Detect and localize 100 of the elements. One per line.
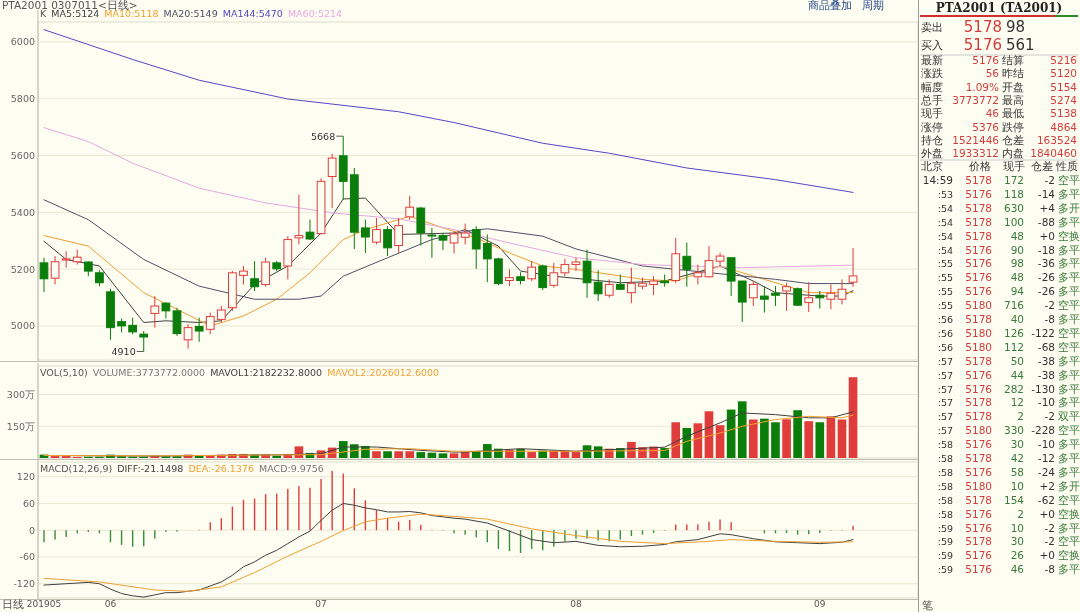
text: -228 <box>1031 424 1055 437</box>
text: 5176 <box>965 285 993 298</box>
chart-title: MACD(12,26,9) <box>40 463 113 474</box>
text: :59 <box>937 536 953 548</box>
text: PTA2001 0307011<日线> <box>2 0 138 11</box>
text: 空平 <box>1058 174 1080 186</box>
text: 90 <box>1010 243 1024 256</box>
text: :57 <box>937 425 953 437</box>
text: 仓差 <box>1002 133 1024 146</box>
text: 40 <box>1010 313 1024 325</box>
text: 多平 <box>1058 187 1080 200</box>
text: 5178 <box>965 396 992 409</box>
x-tick-label: 06 <box>104 599 117 609</box>
text: 多平 <box>1058 438 1080 451</box>
text: 多平 <box>1058 215 1080 228</box>
text: :58 <box>937 508 953 520</box>
text: 开盘 <box>1002 80 1024 93</box>
text: 空平 <box>1058 326 1080 339</box>
text: 5176 <box>965 243 993 256</box>
text: :59 <box>937 564 953 576</box>
text: 5176 <box>965 563 993 576</box>
text: :56 <box>937 341 953 353</box>
text: 112 <box>1003 340 1024 353</box>
text: 幅度 <box>921 80 943 93</box>
text: -8 <box>1044 563 1055 576</box>
text: MA144:5470 <box>222 8 283 19</box>
text: 5178 <box>965 201 992 214</box>
text: 2 <box>1017 410 1024 423</box>
text: 空换 <box>1058 549 1080 562</box>
text: 5216 <box>1050 54 1078 66</box>
text: :58 <box>937 439 953 451</box>
text: -62 <box>1037 493 1055 506</box>
text: 多平 <box>1058 271 1080 284</box>
text: 98 <box>1006 18 1026 36</box>
text: 双平 <box>1058 410 1080 423</box>
text: :59 <box>937 522 953 534</box>
text: -130 <box>1031 382 1055 395</box>
text: 5176 <box>972 54 1000 66</box>
x-tick-label: 07 <box>315 599 327 609</box>
text: -8 <box>1044 313 1055 325</box>
text: 北京 <box>921 160 943 172</box>
text: :55 <box>937 300 953 312</box>
text: 5176 <box>965 438 993 451</box>
text: 5178 <box>965 410 992 423</box>
text: -26 <box>1037 285 1056 298</box>
text: 多开 <box>1058 201 1080 214</box>
text: 多平 <box>1058 382 1080 395</box>
text: 空平 <box>1058 535 1080 548</box>
text: 周期 <box>862 0 884 11</box>
text: 多平 <box>1058 563 1080 576</box>
text: 多平 <box>1058 257 1080 270</box>
text: :57 <box>937 369 953 381</box>
text: +4 <box>1039 201 1056 214</box>
text: 5176 <box>965 465 993 478</box>
text: :58 <box>937 466 953 478</box>
text: 笔 <box>922 599 933 611</box>
text: -14 <box>1037 187 1056 200</box>
text: 性质 <box>1055 160 1078 172</box>
text: 空平 <box>1058 424 1080 437</box>
text: 5178 <box>965 215 992 228</box>
text: 5180 <box>965 326 992 339</box>
text: +0 <box>1039 229 1055 242</box>
text: -12 <box>1037 452 1055 464</box>
text: 空换 <box>1058 229 1080 242</box>
text: 5178 <box>965 174 992 186</box>
text: 48 <box>1010 271 1024 284</box>
chart-title: VOL(5,10) <box>40 367 88 378</box>
text: -10 <box>1037 396 1055 409</box>
text: 内盘 <box>1002 147 1024 160</box>
text: 结算 <box>1002 54 1024 66</box>
y-tick-label: 6000 <box>10 36 35 48</box>
annotation: 5668 <box>311 130 336 142</box>
text: 5176 <box>965 257 993 270</box>
text: 5180 <box>965 299 992 312</box>
text: 5180 <box>965 479 992 492</box>
y-tick-label: 60 <box>22 497 35 509</box>
y-tick-label: 5200 <box>10 263 35 275</box>
text: 多平 <box>1058 285 1080 298</box>
text: :57 <box>937 397 953 409</box>
text: -88 <box>1037 215 1055 228</box>
text: 94 <box>1010 285 1025 298</box>
text: MA5:5124 <box>51 8 100 19</box>
text: 最新 <box>921 54 943 66</box>
y-tick-label: 5400 <box>10 206 35 218</box>
text: 5176 <box>965 187 993 200</box>
text: 163524 <box>1036 133 1078 146</box>
text: 282 <box>1003 382 1024 395</box>
text: 30 <box>1010 535 1024 548</box>
text: 持仓 <box>921 133 943 146</box>
text: :53 <box>937 188 953 200</box>
text: 12 <box>1010 396 1024 409</box>
text: :57 <box>937 355 953 367</box>
text: 46 <box>1010 563 1025 576</box>
text: 98 <box>1010 257 1024 270</box>
text: -2 <box>1044 174 1055 186</box>
text: 买入 <box>921 39 943 52</box>
text: -68 <box>1037 340 1055 353</box>
text: MA20:5149 <box>163 8 218 19</box>
text: -18 <box>1037 243 1055 256</box>
text: -38 <box>1037 354 1055 367</box>
